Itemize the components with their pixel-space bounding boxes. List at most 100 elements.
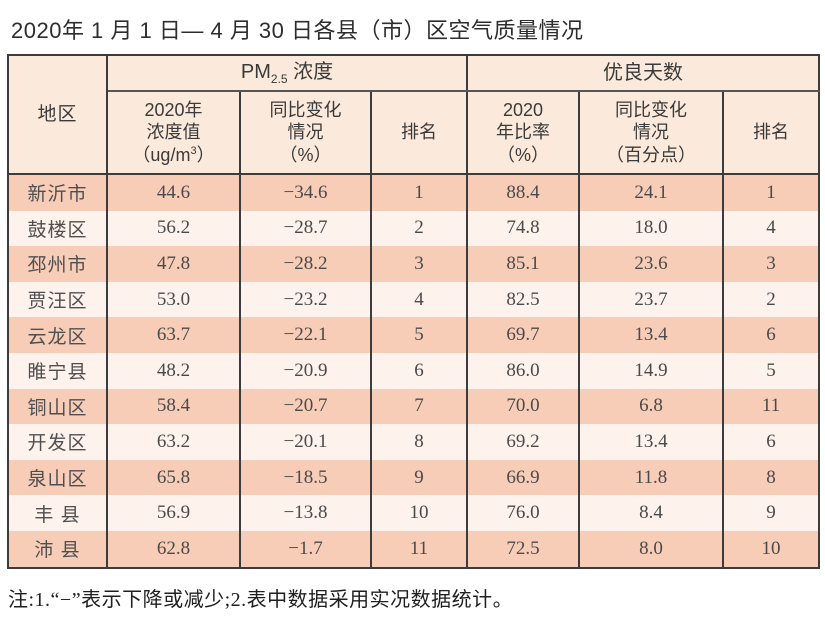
header-pm-rank: 排名 (369, 91, 469, 175)
pm25-subscript: 2.5 (270, 71, 288, 86)
cell-good-rank: 1 (722, 174, 821, 211)
header-line: 情况 (633, 122, 670, 143)
cell-good-rank: 11 (722, 388, 821, 425)
header-region: 地区 (7, 55, 108, 175)
header-line: 同比变化 (615, 99, 688, 120)
header-line: 同比变化 (269, 99, 342, 120)
cell-pm-change: −28.7 (239, 210, 372, 247)
cell-pm-change: −28.2 (239, 246, 372, 282)
cell-good-rank: 2 (722, 281, 821, 318)
cell-pm-value: 62.8 (106, 530, 241, 568)
cell-pm-rank: 11 (369, 530, 469, 568)
cell-good-change: 13.4 (578, 317, 725, 353)
cell-good-rate: 86.0 (466, 352, 581, 389)
header-line: （ug/m3） (132, 145, 214, 165)
cell-good-rate: 74.8 (466, 210, 581, 247)
cell-region: 云龙区 (7, 317, 108, 353)
cell-good-rank: 6 (722, 424, 821, 460)
table-row: 睢宁县 48.2 −20.9 6 86.0 14.9 5 (7, 352, 821, 389)
table-row: 开发区 63.2 −20.1 8 69.2 13.4 6 (7, 424, 821, 460)
cell-good-rate: 66.9 (466, 459, 581, 496)
cell-pm-rank: 7 (369, 388, 469, 425)
cell-good-rate: 85.1 (466, 246, 581, 282)
header-group-good-days: 优良天数 (466, 55, 821, 92)
cell-region: 邳州市 (7, 246, 108, 282)
cell-pm-value: 65.8 (106, 459, 241, 496)
header-sub-row: 2020年 浓度值 （ug/m3） 同比变化 情况 （%） 排名 2020 年比… (8, 91, 821, 175)
cell-region: 贾汪区 (7, 281, 108, 318)
table-row: 丰 县 56.9 −13.8 10 76.0 8.4 9 (7, 495, 821, 531)
header-good-rate: 2020 年比率 （%） (466, 91, 581, 175)
header-line: （百分点） (606, 144, 697, 165)
cell-good-rate: 76.0 (466, 495, 581, 531)
table-row: 贾汪区 53.0 −23.2 4 82.5 23.7 2 (7, 281, 821, 318)
unit-prefix: （ug/m (132, 144, 191, 165)
cell-pm-change: −20.1 (239, 424, 372, 460)
cell-good-rate: 88.4 (466, 174, 581, 211)
header-line: （%） (279, 144, 332, 165)
cell-pm-value: 63.2 (106, 424, 241, 460)
header-pm-value: 2020年 浓度值 （ug/m3） (106, 91, 241, 175)
table-header: 地区 PM2.5 浓度 优良天数 2020年 浓度值 （ug/m3） 同比变化 … (7, 55, 821, 175)
cell-good-rate: 69.2 (466, 424, 581, 460)
cell-region: 铜山区 (7, 388, 108, 425)
unit-superscript: 3 (190, 144, 197, 157)
header-line: （%） (497, 144, 550, 165)
pm25-suffix: 浓度 (287, 60, 334, 83)
cell-region: 泉山区 (7, 459, 108, 496)
table-row: 沛 县 62.8 −1.7 11 72.5 8.0 10 (7, 530, 821, 568)
header-good-rank: 排名 (722, 91, 821, 175)
cell-good-rank: 9 (722, 495, 821, 531)
table-body: 新沂市 44.6 −34.6 1 88.4 24.1 1 鼓楼区 56.2 −28.7 2 74.8 1… (7, 174, 821, 568)
pm25-prefix: PM (240, 60, 271, 83)
cell-pm-rank: 2 (369, 210, 469, 247)
cell-good-change: 8.0 (578, 530, 725, 568)
air-quality-table: 地区 PM2.5 浓度 优良天数 2020年 浓度值 （ug/m3） 同比变化 … (7, 54, 821, 569)
cell-good-rate: 69.7 (466, 317, 581, 353)
pm25-group-label: PM2.5 浓度 (240, 60, 334, 86)
cell-good-change: 18.0 (578, 210, 725, 247)
cell-region: 沛 县 (7, 530, 108, 568)
header-pm-change: 同比变化 情况 （%） (239, 91, 372, 175)
table-row: 鼓楼区 56.2 −28.7 2 74.8 18.0 4 (7, 210, 821, 247)
cell-region: 丰 县 (7, 495, 108, 531)
cell-pm-rank: 10 (369, 495, 469, 531)
cell-pm-value: 44.6 (106, 174, 241, 211)
cell-region: 开发区 (7, 424, 108, 460)
cell-good-change: 13.4 (578, 424, 725, 460)
cell-pm-change: −1.7 (239, 530, 372, 568)
cell-good-rank: 8 (722, 459, 821, 496)
cell-good-change: 11.8 (578, 459, 725, 496)
cell-pm-change: −23.2 (239, 281, 372, 318)
cell-pm-value: 58.4 (106, 388, 241, 425)
header-line: 浓度值 (146, 122, 201, 143)
cell-good-change: 14.9 (578, 352, 725, 389)
cell-region: 睢宁县 (7, 352, 108, 389)
header-group-pm25: PM2.5 浓度 (105, 55, 469, 92)
cell-good-change: 24.1 (578, 174, 725, 211)
cell-good-rate: 70.0 (466, 388, 581, 425)
header-group-row: 地区 PM2.5 浓度 优良天数 (7, 55, 821, 175)
cell-good-change: 8.4 (578, 495, 725, 531)
cell-good-rate: 72.5 (466, 530, 581, 568)
cell-good-rank: 3 (722, 246, 821, 282)
cell-pm-value: 53.0 (106, 281, 241, 318)
header-line: 年比率 (496, 122, 551, 143)
cell-good-rank: 5 (722, 352, 821, 389)
footnote: 注:1.“−”表示下降或减少;2.表中数据采用实况数据统计。 (8, 588, 514, 611)
cell-pm-change: −34.6 (239, 174, 372, 211)
cell-good-change: 6.8 (578, 388, 725, 425)
header-line: 2020 (503, 99, 544, 120)
cell-good-change: 23.7 (578, 281, 725, 318)
cell-pm-rank: 6 (369, 352, 469, 389)
cell-good-rank: 6 (722, 317, 821, 353)
unit-suffix: ） (196, 144, 215, 165)
cell-pm-rank: 5 (369, 317, 469, 353)
cell-pm-rank: 1 (369, 174, 469, 211)
cell-pm-change: −22.1 (239, 317, 372, 353)
cell-pm-change: −20.9 (239, 352, 372, 389)
header-line: 情况 (287, 122, 324, 143)
cell-good-change: 23.6 (578, 246, 725, 282)
cell-pm-value: 56.9 (106, 495, 241, 531)
